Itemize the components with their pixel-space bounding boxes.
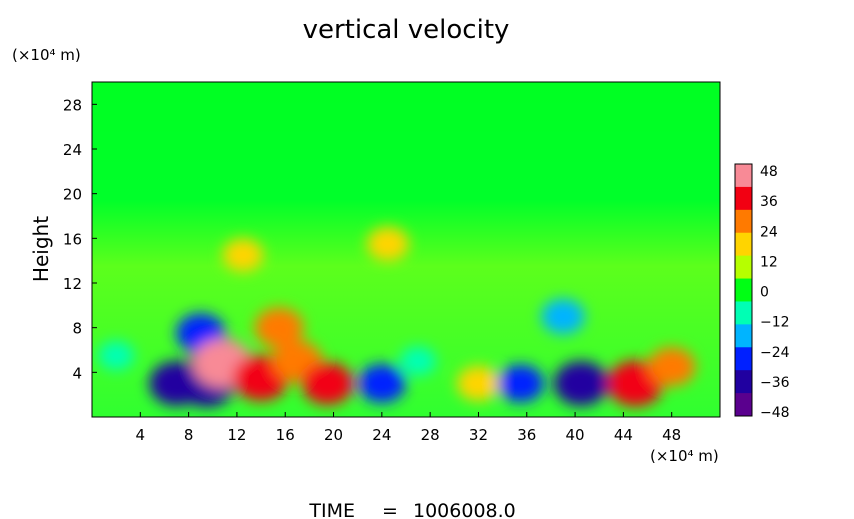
colorbar-frame — [734, 163, 753, 417]
y-tick-label: 28 — [63, 96, 82, 114]
heatmap-cell — [456, 365, 501, 402]
colorbar-tick-label: 24 — [760, 224, 778, 240]
chart-title: vertical velocity — [303, 15, 510, 45]
colorbar-segment — [735, 232, 752, 257]
x-tick-label: 40 — [566, 426, 585, 444]
heatmap-cell — [97, 340, 135, 371]
plot-frame — [91, 81, 721, 418]
colorbar-segment — [735, 255, 752, 280]
heatmap-cell — [497, 364, 544, 403]
colorbar-segment — [735, 278, 752, 302]
heatmap-cell — [358, 364, 406, 403]
time-equals: = — [382, 500, 398, 519]
colorbar-segment — [735, 164, 752, 188]
y-axis-ticks: 4 8 12 16 20 24 28 — [63, 96, 97, 382]
heatmap-cell — [254, 307, 304, 348]
heatmap-cell — [399, 346, 437, 376]
time-value: 1006008.0 — [413, 500, 516, 519]
x-tick-label: 8 — [184, 426, 194, 444]
x-tick-label: 20 — [324, 426, 343, 444]
time-label: TIME — [308, 500, 355, 519]
x-tick-label: 44 — [614, 426, 633, 444]
colorbar-segment — [735, 370, 752, 394]
colorbar-segment — [735, 301, 752, 325]
y-tick-label: 20 — [63, 186, 82, 204]
heatmap-cell — [541, 298, 585, 335]
colorbar-segment — [735, 347, 752, 371]
x-tick-label: 24 — [372, 426, 391, 444]
x-tick-label: 28 — [421, 426, 440, 444]
colorbar-segment — [735, 324, 752, 348]
colorbar-segment — [735, 209, 752, 234]
y-tick-label: 24 — [63, 141, 82, 159]
x-tick-label: 16 — [276, 426, 295, 444]
colorbar-tick-label: 48 — [760, 164, 778, 180]
colorbar-tick-label: 12 — [760, 254, 778, 270]
colorbar-segment — [735, 186, 752, 211]
heatmap-area — [92, 82, 720, 417]
colorbar-tick-label: 36 — [760, 194, 778, 210]
colorbar-tick-label: −12 — [760, 315, 790, 331]
heatmap-cell — [647, 347, 696, 387]
x-tick-label: 32 — [469, 426, 488, 444]
y-tick-label: 8 — [72, 320, 82, 338]
heatmap-cell — [222, 238, 264, 272]
y-axis-label: Height — [29, 216, 53, 282]
colorbar: 48 36 24 12 0 −12 −24 −36 −48 — [734, 163, 790, 421]
y-axis-unit: (×10⁴ m) — [12, 46, 81, 64]
colorbar-tick-label: −48 — [760, 405, 790, 421]
y-tick-label: 16 — [63, 230, 82, 248]
x-tick-label: 4 — [136, 426, 146, 444]
x-axis-unit: (×10⁴ m) — [650, 447, 719, 465]
y-tick-label: 4 — [72, 364, 82, 382]
colorbar-tick-label: −24 — [760, 345, 790, 361]
x-axis-ticks: 4 8 12 16 20 24 28 32 36 40 44 48 — [136, 412, 681, 444]
colorbar-tick-label: −36 — [760, 375, 790, 391]
heatmap-cell — [366, 226, 409, 261]
heatmap-cell — [301, 362, 354, 405]
x-tick-label: 12 — [227, 426, 246, 444]
heatmap-cell — [553, 361, 609, 406]
colorbar-tick-label: 0 — [760, 285, 769, 301]
colorbar-segment — [735, 393, 752, 417]
x-tick-label: 48 — [662, 426, 681, 444]
x-tick-label: 36 — [517, 426, 536, 444]
heatmap-cells — [97, 226, 696, 408]
y-tick-label: 12 — [63, 275, 82, 293]
